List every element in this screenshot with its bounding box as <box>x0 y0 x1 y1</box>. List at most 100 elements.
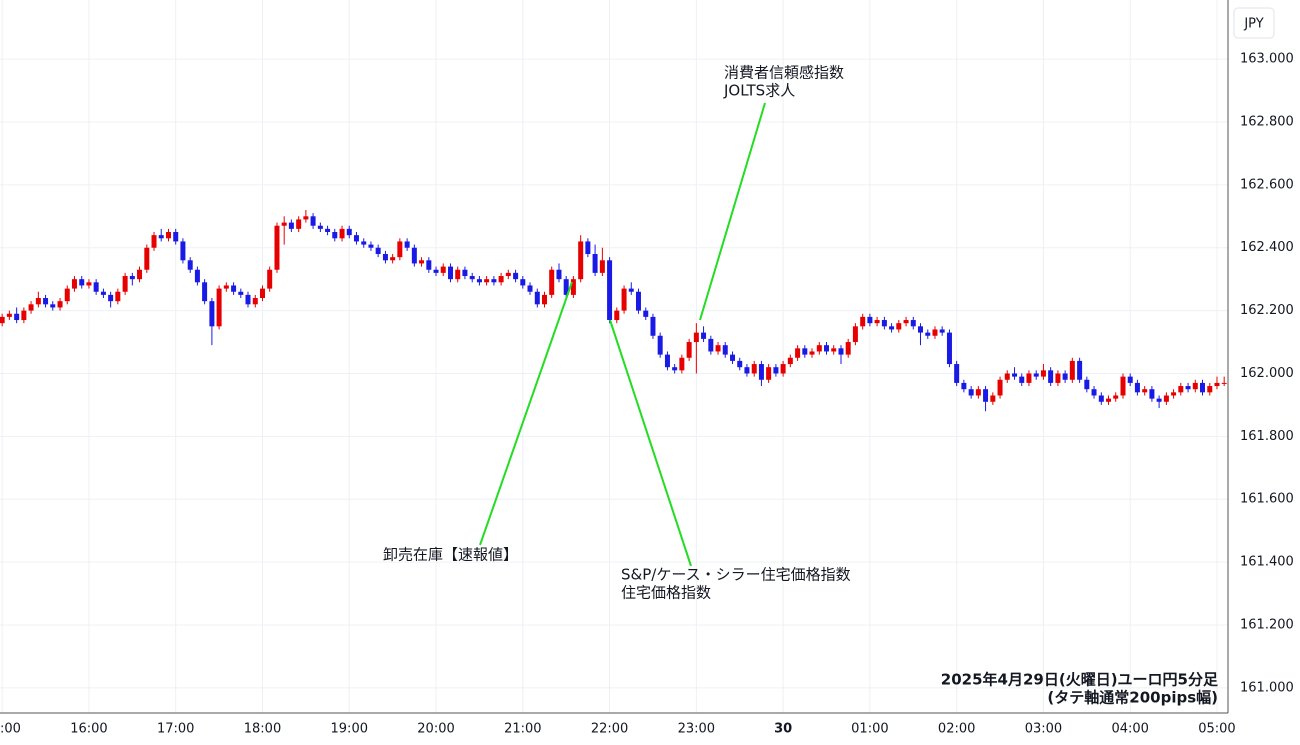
y-tick-label: 161.600 <box>1240 492 1294 507</box>
candle-body <box>1062 373 1068 380</box>
candle-body <box>1033 373 1039 377</box>
candle-body <box>1199 382 1205 393</box>
candle-body <box>108 294 114 302</box>
candle-body <box>86 282 92 286</box>
candle-body <box>245 294 251 305</box>
candle-body <box>541 294 547 305</box>
candle-body <box>925 332 931 336</box>
candle-body <box>874 320 880 324</box>
annotation-text: JOLTS求人 <box>723 82 795 100</box>
y-unit: JPY <box>1243 17 1263 32</box>
candle-body <box>816 345 822 352</box>
candle-body <box>115 291 121 302</box>
candle-body <box>643 310 649 317</box>
x-tick-label: 02:00 <box>938 722 975 737</box>
x-tick-label: 22:00 <box>591 722 628 737</box>
candle-body <box>361 241 367 245</box>
candle-body <box>809 351 815 355</box>
candle-body <box>64 288 70 302</box>
candle-body <box>1019 376 1025 383</box>
annotation-text: S&P/ケース・シラー住宅価格指数 <box>621 566 851 584</box>
candle-body <box>1192 382 1198 390</box>
y-tick-label: 162.600 <box>1240 177 1294 192</box>
candle-body <box>368 244 374 248</box>
candle-body <box>238 291 244 295</box>
candle-body <box>259 288 265 299</box>
candle-body <box>889 326 895 330</box>
y-tick-label: 162.200 <box>1240 303 1294 318</box>
candle-body <box>462 269 468 277</box>
x-tick-label: 23:00 <box>678 722 715 737</box>
candle-body <box>628 288 634 292</box>
annotation-pointer <box>479 281 573 546</box>
candle-body <box>722 345 728 355</box>
candle-body <box>57 301 63 308</box>
candle-body <box>252 298 258 305</box>
candle-body <box>1048 370 1054 383</box>
candle-body <box>975 389 981 396</box>
candle-body <box>187 260 193 270</box>
candle-body <box>701 332 707 339</box>
candle-body <box>860 316 866 327</box>
candle-body <box>990 395 996 402</box>
candle-body <box>433 269 439 273</box>
candle-body <box>296 219 302 229</box>
candle-body <box>469 276 475 280</box>
annotation-text: 卸売在庫【速報値】 <box>383 546 518 564</box>
candle-body <box>498 276 504 283</box>
candle-body <box>158 235 164 239</box>
candle-body <box>997 379 1003 396</box>
candle-body <box>693 332 699 343</box>
x-tick-label: 16:00 <box>70 722 107 737</box>
candle-body <box>520 279 526 286</box>
candle-body <box>1069 360 1075 380</box>
candle-body <box>1149 389 1155 399</box>
candle-body <box>129 276 135 280</box>
candle-body <box>0 316 5 324</box>
chart-note: 2025年4月29日(火曜日)ユーロ円5分足 <box>941 671 1219 689</box>
candle-body <box>708 338 714 352</box>
candle-body <box>93 282 99 292</box>
candle-body <box>375 247 381 255</box>
candle-body <box>831 348 837 352</box>
candle-body <box>353 235 359 242</box>
candle-body <box>838 348 844 355</box>
candle-body <box>404 241 410 248</box>
candle-body <box>578 241 584 280</box>
candle-body <box>773 367 779 374</box>
candle-body <box>281 222 287 226</box>
candle-body <box>216 288 222 327</box>
candle-body <box>845 342 851 355</box>
candle-body <box>491 279 497 283</box>
candle-body <box>570 279 576 295</box>
candle-body <box>505 272 511 277</box>
candle-body <box>1207 386 1213 393</box>
candle-body <box>1077 360 1083 380</box>
candle-body <box>795 348 801 358</box>
candle-body <box>751 364 757 374</box>
candle-body <box>1055 373 1061 383</box>
candle-body <box>180 241 186 261</box>
candle-body <box>635 291 641 311</box>
candle-body <box>679 357 685 371</box>
candle-body <box>1091 389 1097 396</box>
candle-body <box>903 320 909 324</box>
candle-body <box>448 266 454 280</box>
candle-body <box>223 285 229 289</box>
y-tick-label: 161.200 <box>1240 617 1294 632</box>
candle-body <box>549 269 555 295</box>
candle-body <box>6 313 12 317</box>
x-tick-label: 17:00 <box>157 722 194 737</box>
candle-body <box>513 272 519 280</box>
candle-body <box>267 269 273 289</box>
chart-note: (タテ軸通常200pips幅) <box>1047 689 1218 707</box>
annotation-pointer <box>699 102 766 321</box>
annotation-text: 住宅価格指数 <box>621 584 711 602</box>
candle-body <box>563 279 569 295</box>
candle-body <box>896 323 902 330</box>
candle-body <box>1120 376 1126 396</box>
candle-body <box>910 320 916 327</box>
